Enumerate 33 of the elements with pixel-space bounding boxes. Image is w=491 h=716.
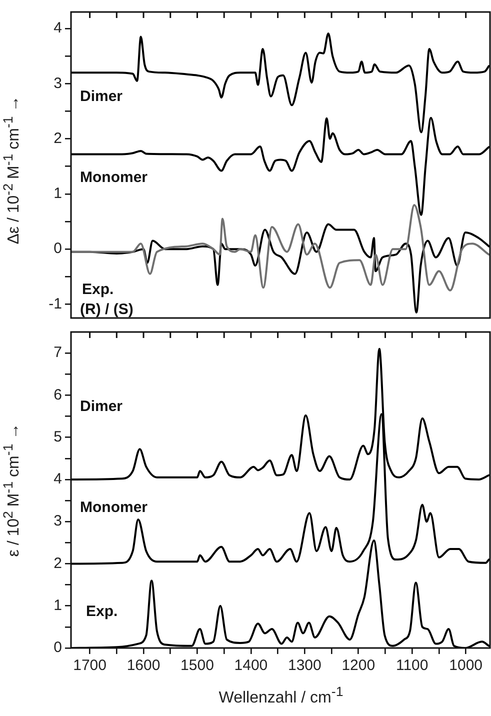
x-tick-label: 1500: [180, 657, 214, 674]
x-tick-label: 1100: [396, 657, 428, 674]
y-tick-label: 2: [54, 130, 62, 147]
y-tick-label: 1: [54, 185, 62, 202]
x-tick-label: 1700: [73, 657, 106, 674]
x-tick-label: 1200: [342, 657, 376, 674]
y-tick-label: 4: [54, 470, 62, 488]
annotation: Monomer: [80, 169, 148, 186]
x-tick-label: 1300: [288, 657, 322, 674]
y-tick-label: 1: [54, 597, 62, 614]
x-tick-label: 1600: [126, 657, 160, 674]
y-tick-label: 0: [54, 240, 62, 258]
y-tick-label: 3: [54, 74, 62, 92]
y-tick-label: 3: [54, 512, 62, 530]
y-tick-label: -1: [48, 295, 62, 312]
line-series: [71, 116, 490, 216]
annotation: (R) / (S): [80, 301, 134, 318]
line-series: [71, 32, 490, 134]
x-tick-label: 1400: [234, 657, 268, 674]
y-tick-label: 7: [54, 344, 62, 362]
y-tick-label: 6: [54, 386, 62, 404]
y-tick-label: 2: [54, 554, 62, 572]
annotation: Dimer: [80, 88, 123, 106]
annotation: Exp.: [86, 603, 118, 620]
y-tick-label: 5: [54, 428, 62, 446]
y-tick-label: 0: [54, 639, 62, 656]
annotation: Monomer: [80, 499, 148, 516]
y-tick-label: 4: [54, 20, 62, 37]
x-axis-title: Wellenzahl / cm$^{-1}$: [218, 684, 344, 708]
line-series: [71, 540, 490, 648]
x-tick-label: 1000: [449, 657, 483, 674]
annotation: Exp.: [82, 281, 114, 298]
annotation: Dimer: [80, 398, 123, 416]
